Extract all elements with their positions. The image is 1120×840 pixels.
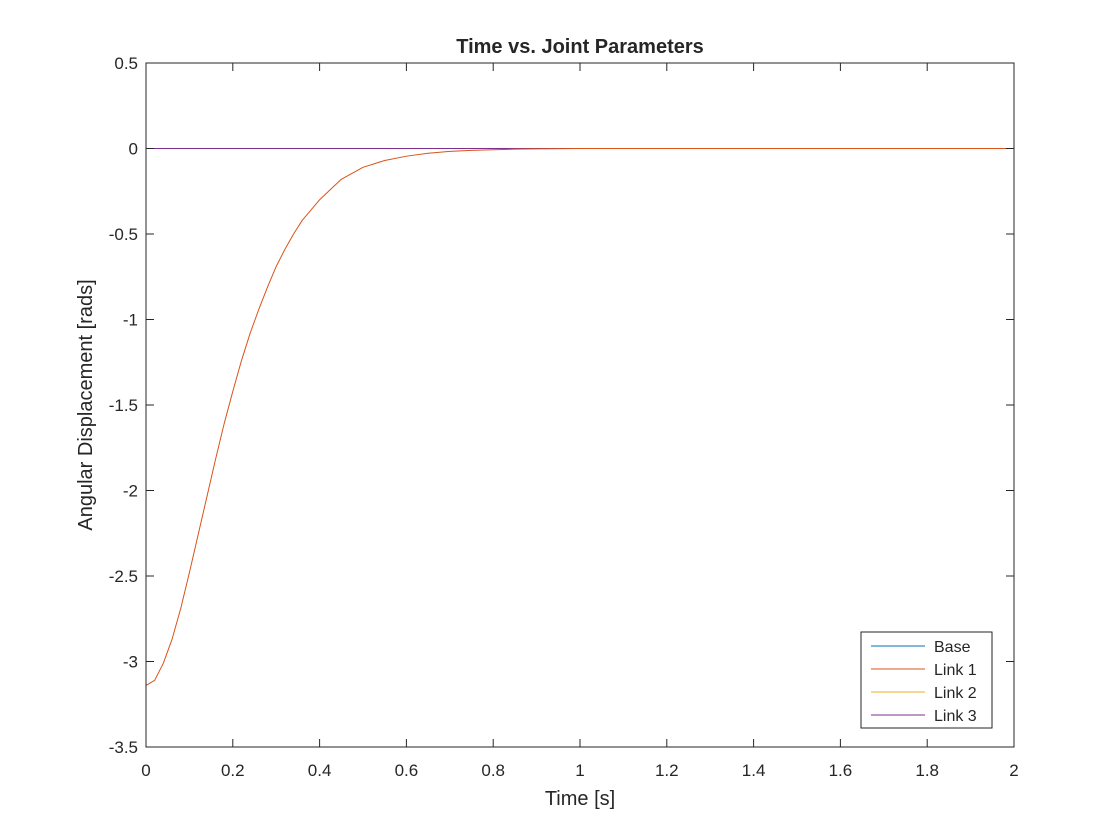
legend-label-link-3: Link 3 (934, 708, 977, 725)
chart-title: Time vs. Joint Parameters (456, 36, 704, 58)
legend-label-base: Base (934, 639, 971, 656)
x-axis-label: Time [s] (545, 788, 615, 810)
x-tick-label: 0.6 (395, 761, 419, 780)
x-tick-label: 0.8 (481, 761, 505, 780)
x-tick-label: 1.6 (829, 761, 853, 780)
y-tick-label: -2.5 (109, 567, 138, 586)
x-tick-label: 1.4 (742, 761, 766, 780)
y-tick-label: 0 (129, 140, 138, 159)
y-tick-label: -2 (123, 482, 138, 501)
legend-label-link-1: Link 1 (934, 662, 977, 679)
x-tick-label: 1.2 (655, 761, 679, 780)
y-tick-labels: -3.5 -3 -2.5 -2 -1.5 -1 -0.5 0 0.5 (109, 54, 138, 757)
x-tick-labels: 0 0.2 0.4 0.6 0.8 1 1.2 1.4 1.6 1.8 2 (141, 761, 1018, 780)
y-tick-label: -3 (123, 653, 138, 672)
x-tick-label: 0.2 (221, 761, 245, 780)
legend-label-link-2: Link 2 (934, 685, 977, 702)
x-tick-label: 2 (1009, 761, 1018, 780)
x-tick-label: 0.4 (308, 761, 332, 780)
legend: Base Link 1 Link 2 Link 3 (860, 631, 993, 729)
y-tick-label: -1 (123, 311, 138, 330)
legend-box (860, 631, 993, 729)
legend-items: Base Link 1 Link 2 Link 3 (871, 639, 977, 725)
x-tick-label: 0 (141, 761, 150, 780)
y-tick-label: -1.5 (109, 396, 138, 415)
axes-box (145, 62, 1015, 748)
series-layer (145, 148, 1015, 686)
x-tick-label: 1.8 (915, 761, 939, 780)
y-tick-label: 0.5 (114, 54, 138, 73)
y-tick-label: -0.5 (109, 225, 138, 244)
y-tick-label: -3.5 (109, 738, 138, 757)
series-line-link-1 (145, 148, 1015, 686)
y-axis-label: Angular Displacement [rads] (75, 279, 97, 530)
x-tick-label: 1 (575, 761, 584, 780)
